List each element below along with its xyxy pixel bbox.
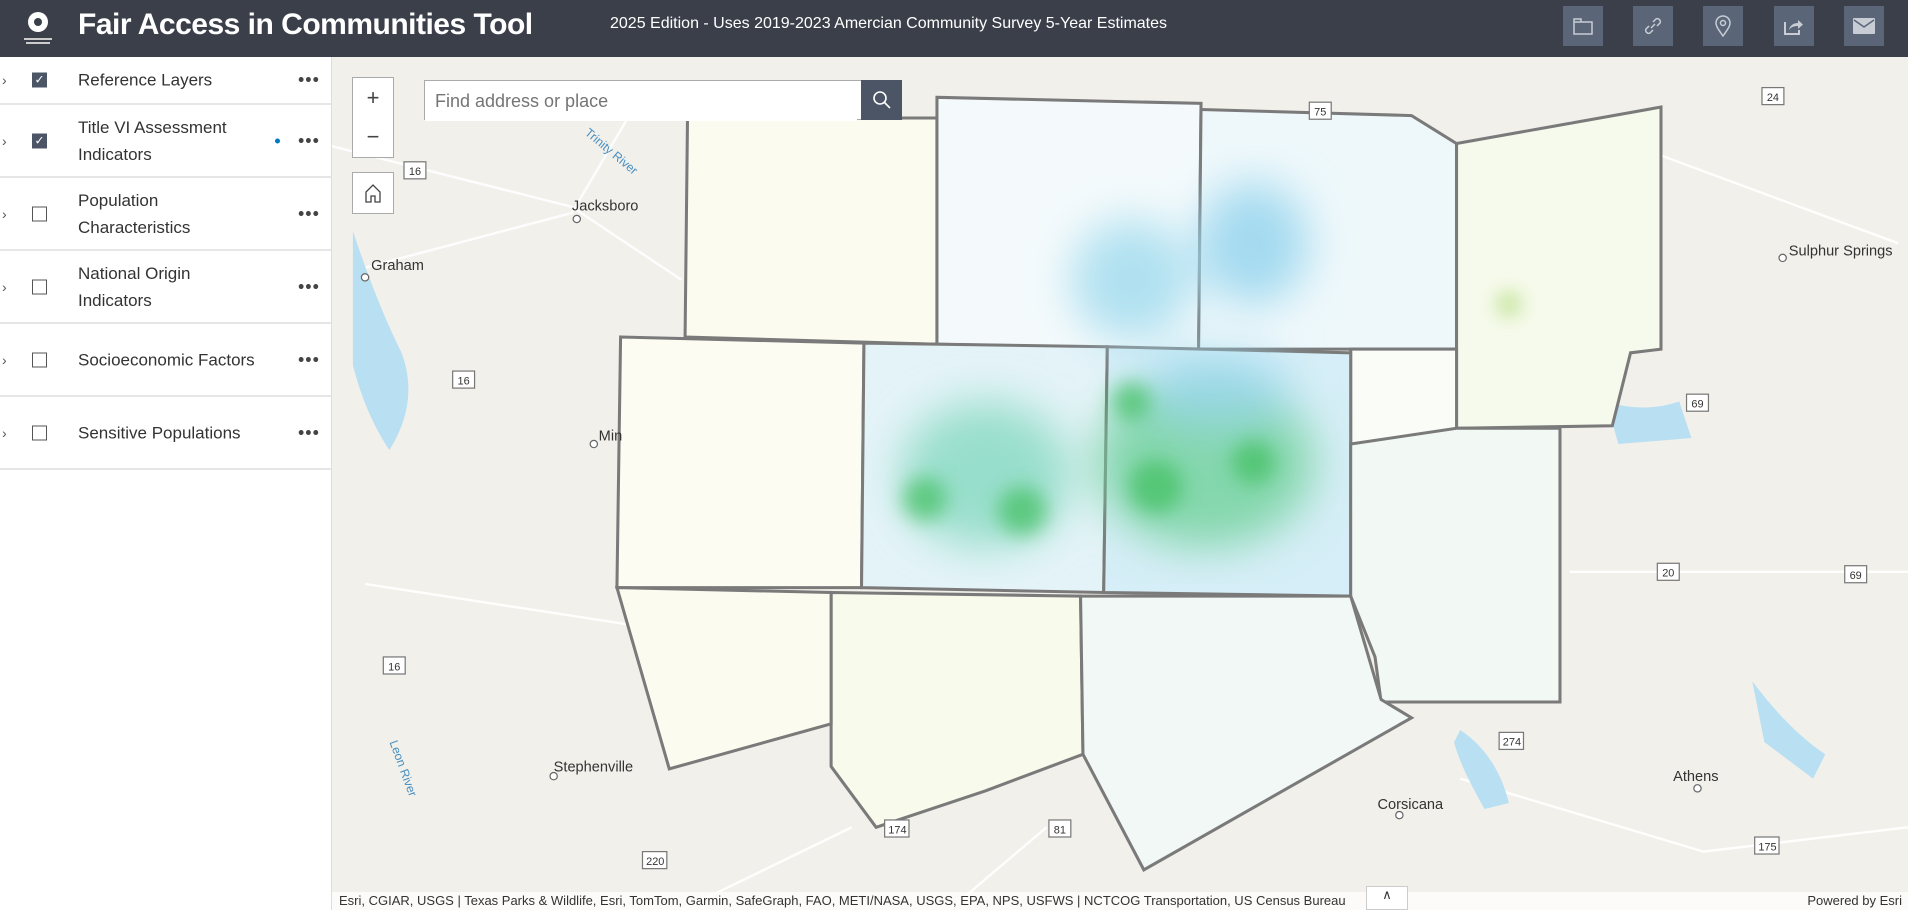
app-subtitle: 2025 Edition - Uses 2019-2023 Amercian C…	[610, 15, 1168, 32]
chevron-right-icon[interactable]: ›	[2, 351, 7, 368]
highway-shields: 16 16 16 75 24 69 69 20 274 175 81 174 2…	[382, 86, 1868, 870]
svg-text:174: 174	[888, 824, 906, 836]
layer-label: Title VI Assessment Indicators	[78, 117, 227, 164]
svg-text:16: 16	[458, 375, 470, 387]
layer-visibility-checkbox[interactable]	[32, 206, 47, 221]
search-button[interactable]	[861, 80, 902, 120]
map-pin-icon	[1715, 15, 1731, 37]
svg-text:81: 81	[1054, 824, 1066, 836]
email-button[interactable]	[1844, 6, 1884, 46]
svg-text:16: 16	[409, 166, 421, 178]
layer-visibility-checkbox[interactable]: ✓	[32, 72, 47, 88]
layer-label: Socioeconomic Factors	[78, 350, 255, 369]
more-options-icon[interactable]: •••	[298, 349, 320, 369]
svg-text:16: 16	[388, 661, 400, 673]
more-options-icon[interactable]: •••	[298, 130, 320, 150]
county-polygons	[614, 95, 1663, 872]
share-button[interactable]	[1774, 6, 1814, 46]
updating-indicator-icon	[275, 138, 280, 143]
location-button[interactable]	[1703, 6, 1743, 46]
chevron-right-icon[interactable]: ›	[2, 278, 7, 295]
county-wise	[683, 116, 939, 346]
layer-visibility-checkbox[interactable]	[32, 352, 47, 367]
app-title: Fair Access in Communities Tool	[78, 8, 533, 41]
chevron-up-icon: ∧	[1382, 887, 1392, 902]
home-button[interactable]	[352, 172, 394, 214]
layer-item-title-vi: › ✓ Title VI Assessment Indicators •••	[0, 105, 331, 178]
layer-label: Population Characteristics	[78, 190, 191, 237]
layer-visibility-checkbox[interactable]	[32, 425, 47, 440]
county-kaufman	[1349, 426, 1562, 704]
more-options-icon[interactable]: •••	[298, 422, 320, 442]
svg-text:274: 274	[1503, 737, 1521, 749]
more-options-icon[interactable]: •••	[298, 276, 320, 296]
layer-label: Sensitive Populations	[78, 423, 241, 442]
home-icon	[365, 184, 381, 203]
county-ellis	[1079, 594, 1415, 872]
app-header: Fair Access in Communities Tool 2025 Edi…	[0, 0, 1908, 57]
link-button[interactable]	[1633, 6, 1673, 46]
search-input[interactable]	[425, 81, 857, 121]
powered-by-esri[interactable]: Powered by Esri	[1807, 893, 1902, 908]
layer-item-reference-layers: › ✓ Reference Layers •••	[0, 57, 331, 105]
layer-visibility-checkbox[interactable]	[32, 279, 47, 294]
chevron-right-icon[interactable]: ›	[2, 72, 7, 88]
share-icon	[1784, 20, 1803, 35]
chevron-right-icon[interactable]: ›	[2, 424, 7, 441]
attribution-text: Esri, CGIAR, USGS | Texas Parks & Wildli…	[339, 893, 1346, 908]
mail-icon	[1853, 18, 1875, 34]
svg-text:20: 20	[1662, 568, 1674, 580]
place-label: Stephenville	[554, 759, 634, 775]
svg-text:24: 24	[1767, 92, 1779, 104]
layer-label: Reference Layers	[78, 70, 213, 90]
nctcog-logo	[24, 12, 52, 44]
svg-text:75: 75	[1314, 107, 1326, 119]
expand-attribution-button[interactable]: ∧	[1366, 886, 1408, 910]
place-label: Min	[599, 428, 623, 444]
county-hood	[614, 586, 833, 771]
layer-visibility-checkbox[interactable]: ✓	[32, 133, 47, 148]
attribution-bar: Esri, CGIAR, USGS | Texas Parks & Wildli…	[331, 886, 1908, 910]
layer-list: › ✓ Reference Layers ••• › ✓ Title VI As…	[0, 57, 332, 910]
place-label: Graham	[371, 258, 424, 274]
chevron-right-icon[interactable]: ›	[2, 132, 7, 149]
chevron-right-icon[interactable]: ›	[2, 205, 7, 222]
place-label: Sulphur Springs	[1789, 243, 1893, 259]
layer-item-population: › Population Characteristics •••	[0, 178, 331, 251]
search-widget	[424, 80, 902, 121]
place-label: Corsicana	[1377, 797, 1444, 813]
place-label: Jacksboro	[572, 198, 639, 214]
more-options-icon[interactable]: •••	[298, 69, 320, 90]
county-parker	[615, 335, 866, 590]
svg-text:220: 220	[646, 856, 664, 868]
layer-item-sensitive: › Sensitive Populations •••	[0, 397, 331, 470]
layer-item-socioeconomic: › Socioeconomic Factors •••	[0, 324, 331, 397]
folder-icon	[1573, 18, 1593, 35]
search-icon	[872, 91, 891, 109]
svg-text:69: 69	[1850, 570, 1862, 582]
svg-text:69: 69	[1691, 399, 1703, 411]
svg-text:175: 175	[1758, 841, 1776, 853]
place-label: Athens	[1673, 769, 1718, 785]
link-icon	[1644, 17, 1662, 35]
more-options-icon[interactable]: •••	[298, 203, 320, 223]
folder-button[interactable]	[1563, 6, 1603, 46]
zoom-in-button[interactable]: +	[352, 77, 394, 119]
zoom-out-button[interactable]: −	[352, 117, 394, 158]
layer-label: National Origin Indicators	[78, 263, 191, 310]
layer-item-national-origin: › National Origin Indicators •••	[0, 251, 331, 324]
